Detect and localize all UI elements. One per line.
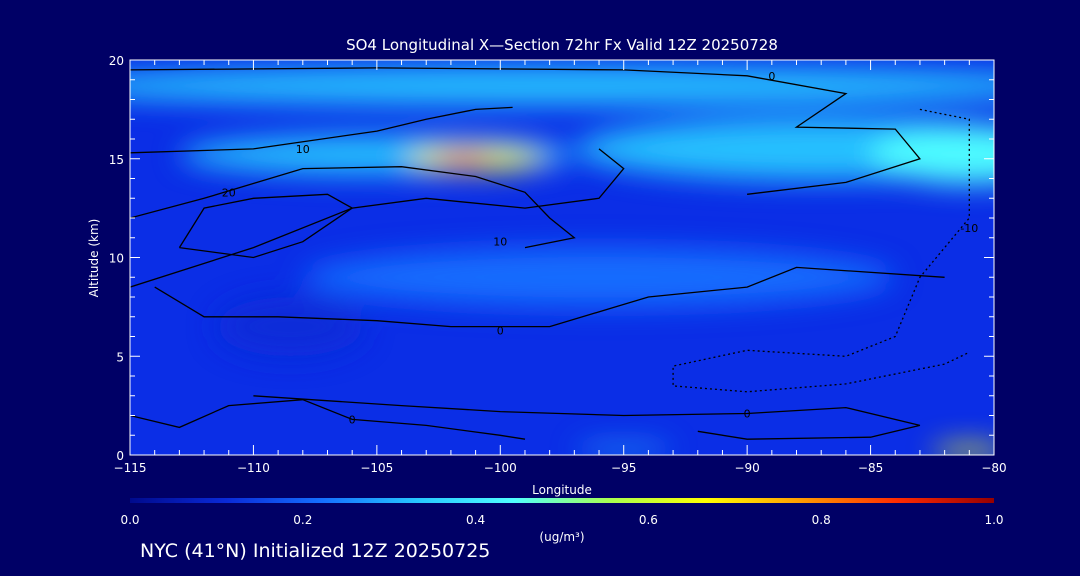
x-tick-label: −100 — [484, 461, 517, 475]
contour-line — [672, 108, 970, 393]
concentration-blob — [932, 445, 994, 455]
init-caption: NYC (41°N) Initialized 12Z 20250725 — [140, 540, 491, 562]
contour-label: 10 — [296, 143, 310, 156]
contour-line — [178, 193, 354, 259]
concentration-blob — [216, 297, 365, 357]
contour-label: 0 — [768, 70, 775, 83]
contour-lines: 10 0 20 10 0 0 0 -10 — [130, 67, 978, 440]
y-tick-label: 20 — [109, 54, 124, 68]
concentration-blob — [870, 125, 994, 185]
contour-label: 0 — [497, 325, 504, 338]
colorbar — [130, 498, 994, 503]
contour-line — [130, 399, 526, 440]
colorbar-tick-label: 0.4 — [466, 513, 485, 527]
y-tick-label: 15 — [109, 153, 124, 167]
y-axis-label: Altitude (km) — [87, 219, 101, 298]
x-tick-label: −80 — [981, 461, 1006, 475]
contour-line — [154, 266, 945, 328]
y-tick-label: 5 — [116, 350, 124, 364]
y-tick-label: 10 — [109, 252, 124, 266]
colorbar-tick-label: 1.0 — [984, 513, 1003, 527]
contour-label: 0 — [744, 408, 751, 421]
contour-line — [253, 395, 921, 440]
colorbar-ticks: 0.0 0.2 0.4 0.6 0.8 1.0 — [120, 513, 1003, 527]
contour-label: -10 — [960, 222, 978, 235]
x-tick-label: −105 — [360, 461, 393, 475]
x-tick-label: −85 — [858, 461, 883, 475]
colorbar-tick-label: 0.6 — [639, 513, 658, 527]
concentration-blob — [130, 65, 994, 106]
x-tick-label: −110 — [237, 461, 270, 475]
x-axis: −115 −110 −105 −100 −95 −90 −85 −80 — [114, 60, 1007, 475]
x-tick-label: −95 — [611, 461, 636, 475]
chart-title: SO4 Longitudinal X—Section 72hr Fx Valid… — [346, 36, 778, 54]
concentration-blob — [302, 247, 896, 307]
x-tick-label: −90 — [734, 461, 759, 475]
contour-label: 10 — [493, 236, 507, 249]
x-axis-label: Longitude — [532, 483, 592, 497]
concentration-field — [130, 65, 994, 455]
contour-line — [130, 166, 576, 249]
x-tick-label: −115 — [114, 461, 147, 475]
colorbar-unit-label: (ug/m³) — [539, 530, 584, 544]
colorbar-tick-label: 0.8 — [812, 513, 831, 527]
colorbar-tick-label: 0.0 — [120, 513, 139, 527]
y-tick-label: 0 — [116, 449, 124, 463]
contour-line — [130, 106, 513, 154]
concentration-blob — [433, 151, 493, 166]
colorbar-tick-label: 0.2 — [293, 513, 312, 527]
contour-line — [130, 148, 625, 288]
plot-area: 10 0 20 10 0 0 0 -10 — [130, 60, 994, 455]
y-axis: 0 5 10 15 20 — [109, 54, 994, 463]
contour-label: 20 — [222, 186, 236, 199]
contour-label: 0 — [349, 413, 356, 426]
